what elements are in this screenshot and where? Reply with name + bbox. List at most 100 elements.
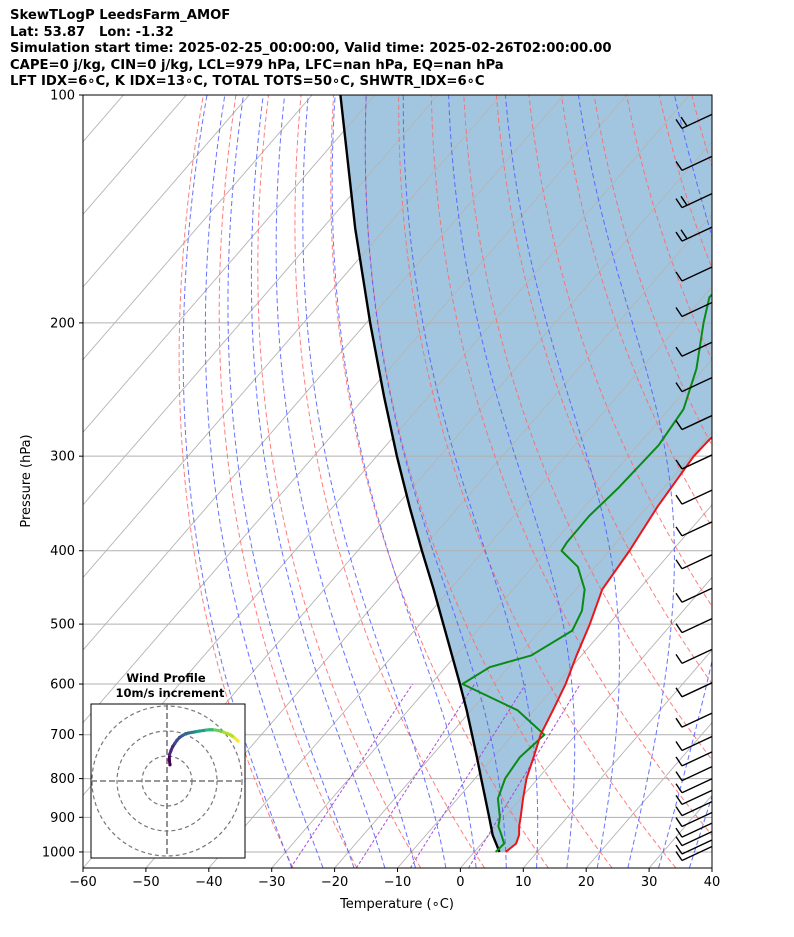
moist-adiabat (182, 95, 293, 868)
hodograph-point (213, 728, 217, 732)
wind-barb-flag (680, 195, 688, 206)
hodograph-clip-group (91, 704, 245, 858)
cape-cin-shading (340, 95, 712, 852)
wind-barb-flag (675, 717, 683, 728)
wind-barb-flag (675, 231, 683, 242)
isotherm-line (83, 95, 627, 724)
wind-barb-staff (681, 521, 713, 537)
parcel-indices-line: CAPE=0 j/kg, CIN=0 j/kg, LCL=979 hPa, LF… (10, 57, 504, 73)
dewpoint-profile-line (461, 293, 712, 853)
hodograph-point (180, 733, 185, 738)
moist-adiabat (250, 95, 386, 868)
wind-barb (675, 414, 713, 431)
stability-indices-line: LFT IDX=6∘C, K IDX=13∘C, TOTAL TOTS=50∘C… (10, 74, 485, 89)
wind-barb-flag (675, 817, 683, 827)
wind-barb-flag (675, 687, 683, 698)
wind-barb (675, 682, 713, 698)
y-tick-label: 700 (50, 728, 75, 743)
location-line: Lat: 53.87 Lon: -1.32 (10, 24, 174, 40)
hodograph-point (173, 741, 177, 746)
moist-adiabat (658, 95, 712, 868)
hodograph-point (167, 758, 171, 762)
plot-frame: −60 −50 −40 −30 −20 −10 0 10 20 30 40 100 200 300 400 5… (42, 89, 720, 891)
hodograph-point (229, 733, 234, 738)
isotherm-line (208, 286, 712, 868)
dry-adiabat (330, 95, 549, 868)
wind-barb-flag (675, 806, 683, 817)
y-tick-label: 1000 (42, 845, 75, 860)
y-tick-label: 400 (50, 544, 75, 559)
y-tick-label: 200 (50, 316, 75, 331)
wind-barb-flag (675, 794, 683, 805)
wind-barb (675, 113, 713, 129)
wind-barb-flag (675, 836, 683, 847)
wind-barb-flag (675, 307, 683, 317)
hodograph-point (225, 731, 230, 736)
dry-adiabat (257, 95, 422, 868)
wind-barb-flag (675, 160, 683, 171)
x-tick-label: −10 (384, 875, 411, 890)
dry-adiabat (593, 95, 712, 447)
wind-barb-staff (681, 789, 713, 806)
isotherm-line (460, 576, 712, 868)
hodograph-point (195, 729, 199, 734)
x-tick-label: 0 (456, 875, 464, 890)
x-tick-label: −40 (195, 875, 222, 890)
hodograph-point (168, 763, 172, 767)
mixing-ratio-line (290, 683, 414, 868)
chart-title: SkewTLogP LeedsFarm_AMOF (10, 8, 231, 23)
temperature-profile-line (505, 436, 712, 853)
moist-adiabat (688, 794, 712, 868)
dry-adiabat (398, 95, 677, 868)
wind-barb-flag (675, 118, 683, 129)
wind-barb-flag (675, 741, 683, 751)
hodograph-point (175, 738, 179, 742)
hodograph-point (207, 728, 212, 732)
hodograph-point (169, 748, 173, 753)
dry-adiabat (294, 95, 485, 868)
wind-barb (675, 266, 713, 282)
wind-barb (675, 554, 713, 570)
wind-barb (675, 845, 713, 862)
moist-adiabat (364, 95, 507, 868)
chart-header: SkewTLogP LeedsFarm_AMOF Lat: 53.87 Lon:… (10, 8, 612, 91)
dry-adiabat (463, 95, 712, 761)
wind-barb (675, 648, 713, 664)
moist-adiabat (275, 95, 416, 868)
wind-barb (675, 521, 713, 537)
wind-barb (675, 801, 713, 817)
moist-adiabat (204, 95, 324, 868)
y-tick-label: 600 (50, 678, 75, 693)
wind-barb-flag (675, 494, 683, 505)
moist-adiabat (331, 95, 477, 868)
hodograph-point (171, 744, 175, 749)
isotherm-line (83, 95, 313, 361)
wind-barb (675, 822, 713, 838)
mixing-ratio-line (468, 683, 581, 868)
isotherm-line (334, 431, 712, 868)
hodograph-point (177, 735, 182, 740)
x-tick-label: −60 (69, 875, 96, 890)
wind-barb-staff (681, 811, 713, 828)
y-axis-label: Pressure (hPa) (19, 434, 34, 527)
axes: Temperature (∘C) Pressure (hPa) (19, 434, 454, 912)
wind-barb-staff (681, 587, 713, 603)
times-line: Simulation start time: 2025-02-25_00:00:… (10, 41, 612, 56)
wind-barb-flag (680, 229, 688, 240)
hodograph-point (201, 728, 206, 733)
hodograph-point (198, 729, 202, 733)
wind-barb-flag (675, 526, 683, 537)
wind-barb (675, 226, 713, 242)
wind-barb-flag (675, 771, 683, 781)
x-axis-label: Temperature (∘C) (339, 897, 454, 912)
hodograph-point (222, 730, 226, 734)
y-tick-label: 800 (50, 772, 75, 787)
moist-adiabat (227, 95, 355, 868)
hodograph-point (210, 728, 214, 732)
isotherm-line (83, 95, 250, 288)
wind-barb-staff (681, 751, 713, 767)
hodograph-point (236, 739, 240, 743)
wind-barb (675, 778, 713, 794)
dry-adiabat (560, 95, 712, 529)
wind-barb-flag (675, 198, 683, 209)
